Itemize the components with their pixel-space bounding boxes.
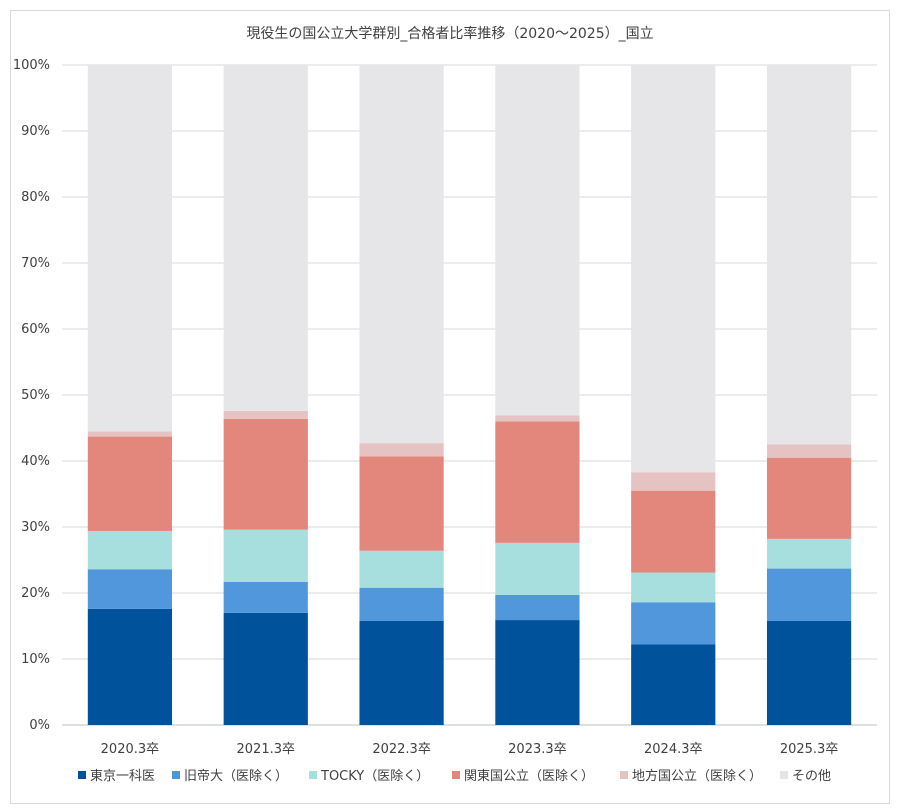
- bar-segment: [766, 538, 852, 569]
- bar-segment: [631, 490, 716, 573]
- bar-segment: [87, 436, 173, 531]
- y-tick-label: 90%: [21, 124, 50, 139]
- bar-segment: [766, 65, 852, 445]
- x-tick-label: 2021.3卒: [237, 742, 296, 757]
- bar-segment: [223, 581, 308, 613]
- x-tick-label: 2020.3卒: [101, 742, 160, 757]
- bar-segment: [631, 572, 716, 603]
- bar-segment: [359, 443, 444, 457]
- bar-segment: [359, 65, 444, 444]
- legend-item: 旧帝大（医除く）: [172, 768, 288, 784]
- bar-segment: [495, 594, 580, 621]
- bar-segment: [87, 608, 173, 725]
- bar-segment: [631, 472, 716, 491]
- bar-segment: [359, 620, 444, 725]
- legend-label: 旧帝大（医除く）: [184, 768, 288, 784]
- x-tick-label: 2022.3卒: [372, 742, 431, 757]
- legend-swatch: [452, 771, 460, 779]
- legend-label: 東京一科医: [90, 768, 155, 784]
- y-tick-label: 100%: [13, 58, 50, 73]
- bar-segment: [359, 456, 444, 551]
- bar-stack: [631, 65, 716, 725]
- legend-label: その他: [792, 769, 831, 784]
- x-tick-label: 2025.3卒: [780, 742, 839, 757]
- bar-segment: [495, 620, 580, 725]
- bar-segment: [359, 587, 444, 621]
- bar-segment: [495, 542, 580, 595]
- y-tick-label: 10%: [21, 652, 50, 667]
- legend-swatch: [780, 771, 788, 779]
- y-tick-label: 20%: [21, 586, 50, 601]
- y-axis: 0% 10% 20% 30% 40% 50% 60% 70% 80% 90% 100%: [13, 58, 50, 733]
- bar-stack: [359, 65, 444, 725]
- x-tick-label: 2024.3卒: [644, 742, 703, 757]
- gridlines: [62, 64, 877, 726]
- bar-segment: [359, 550, 444, 588]
- legend-label: TOCKY（医除く）: [320, 769, 429, 784]
- bar-segment: [87, 65, 173, 432]
- bar-stack: [87, 65, 173, 725]
- y-tick-label: 50%: [21, 388, 50, 403]
- bar-segment: [223, 529, 308, 582]
- legend-item: TOCKY（医除く）: [309, 769, 429, 784]
- bar-stack: [223, 65, 308, 725]
- legend-swatch: [78, 771, 86, 779]
- y-tick-label: 60%: [21, 322, 50, 337]
- bar-stack: [495, 65, 580, 725]
- bar-segment: [223, 612, 308, 725]
- x-tick-label: 2023.3卒: [508, 742, 567, 757]
- bar-stack: [766, 65, 852, 725]
- legend-item: 関東国公立（医除く）: [452, 768, 594, 784]
- legend-swatch: [172, 771, 180, 779]
- bar-segment: [631, 65, 716, 473]
- bar-segment: [766, 444, 852, 458]
- bars: [87, 65, 852, 725]
- legend: 東京一科医 旧帝大（医除く） TOCKY（医除く） 関東国公立（医除く） 地方国公立（医…: [78, 768, 831, 784]
- y-tick-label: 40%: [21, 454, 50, 469]
- legend-label: 地方国公立（医除く）: [632, 768, 762, 784]
- bar-segment: [766, 457, 852, 539]
- bar-segment: [223, 418, 308, 530]
- y-tick-label: 0%: [29, 718, 50, 733]
- legend-item: その他: [780, 769, 831, 784]
- bar-segment: [87, 530, 173, 570]
- bar-segment: [223, 410, 308, 419]
- legend-item: 地方国公立（医除く）: [620, 768, 762, 784]
- bar-segment: [87, 431, 173, 437]
- y-tick-label: 30%: [21, 520, 50, 535]
- x-axis: 2020.3卒 2021.3卒 2022.3卒 2023.3卒 2024.3卒 2025.…: [101, 742, 839, 757]
- legend-swatch: [309, 771, 317, 779]
- bar-segment: [766, 568, 852, 621]
- bar-segment: [766, 620, 852, 725]
- bar-segment: [223, 65, 308, 411]
- chart-title: 現役生の国公立大学群別_合格者比率推移（2020～2025）_国立: [246, 25, 653, 42]
- bar-segment: [631, 602, 716, 645]
- y-tick-label: 80%: [21, 190, 50, 205]
- bar-segment: [631, 644, 716, 725]
- legend-item: 東京一科医: [78, 768, 155, 784]
- y-tick-label: 70%: [21, 256, 50, 271]
- bar-segment: [87, 569, 173, 609]
- legend-label: 関東国公立（医除く）: [464, 768, 594, 784]
- legend-swatch: [620, 771, 628, 779]
- bar-segment: [495, 65, 580, 416]
- bar-segment: [495, 415, 580, 422]
- bar-segment: [495, 421, 580, 543]
